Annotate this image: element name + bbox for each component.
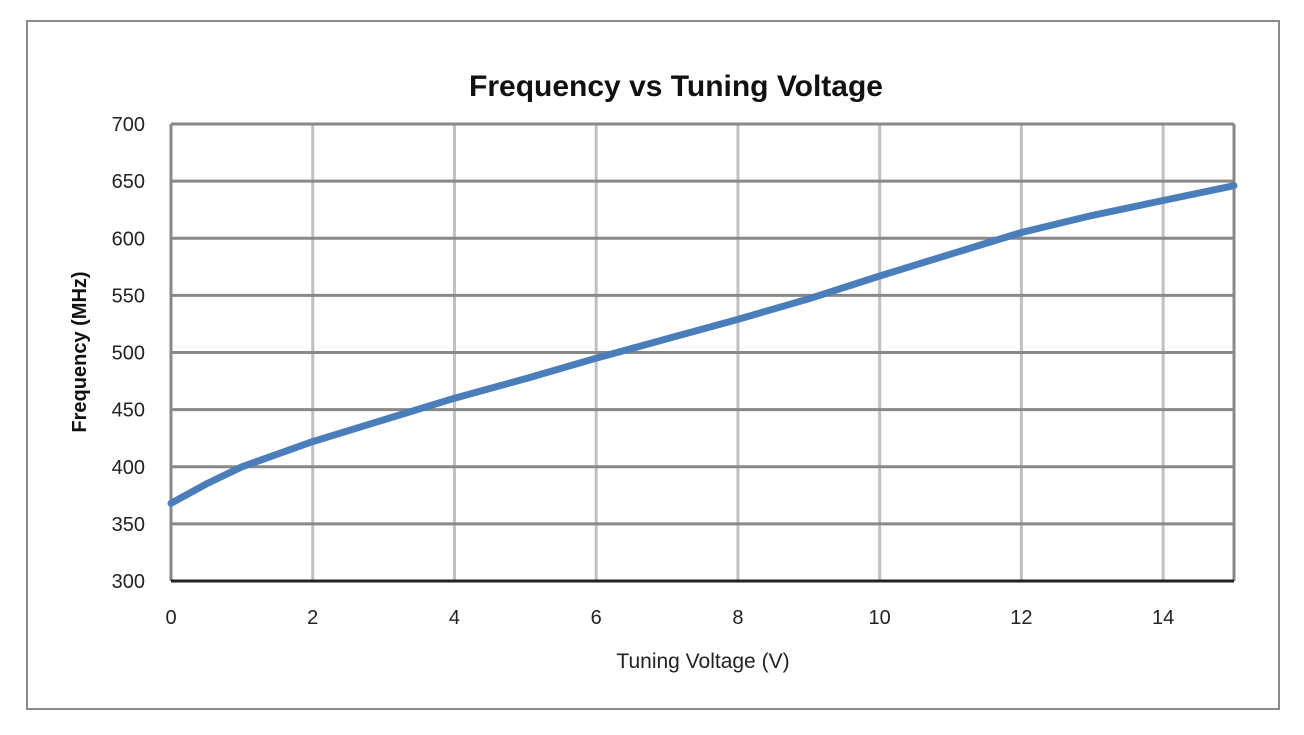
y-tick-label: 300 [112, 571, 145, 593]
x-tick-label: 14 [1152, 607, 1174, 629]
y-tick-label: 600 [112, 228, 145, 250]
x-tick-label: 0 [165, 607, 176, 629]
x-tick-label: 10 [869, 607, 891, 629]
y-axis-label: Frequency (MHz) [69, 271, 91, 432]
y-tick-label: 650 [112, 171, 145, 193]
y-tick-label: 350 [112, 514, 145, 536]
x-tick-label: 2 [307, 607, 318, 629]
chart-title: Frequency vs Tuning Voltage [469, 70, 883, 103]
x-axis-label: Tuning Voltage (V) [616, 650, 789, 673]
x-tick-label: 8 [732, 607, 743, 629]
x-tick-label: 6 [591, 607, 602, 629]
chart-frame [26, 20, 1280, 710]
x-tick-label: 12 [1010, 607, 1032, 629]
series-line [167, 182, 1238, 507]
y-tick-label: 550 [112, 285, 145, 307]
x-tick-label: 4 [449, 607, 460, 629]
y-tick-label: 400 [112, 457, 145, 479]
y-tick-label: 500 [112, 343, 145, 365]
y-tick-label: 700 [112, 114, 145, 136]
y-tick-label: 450 [112, 400, 145, 422]
